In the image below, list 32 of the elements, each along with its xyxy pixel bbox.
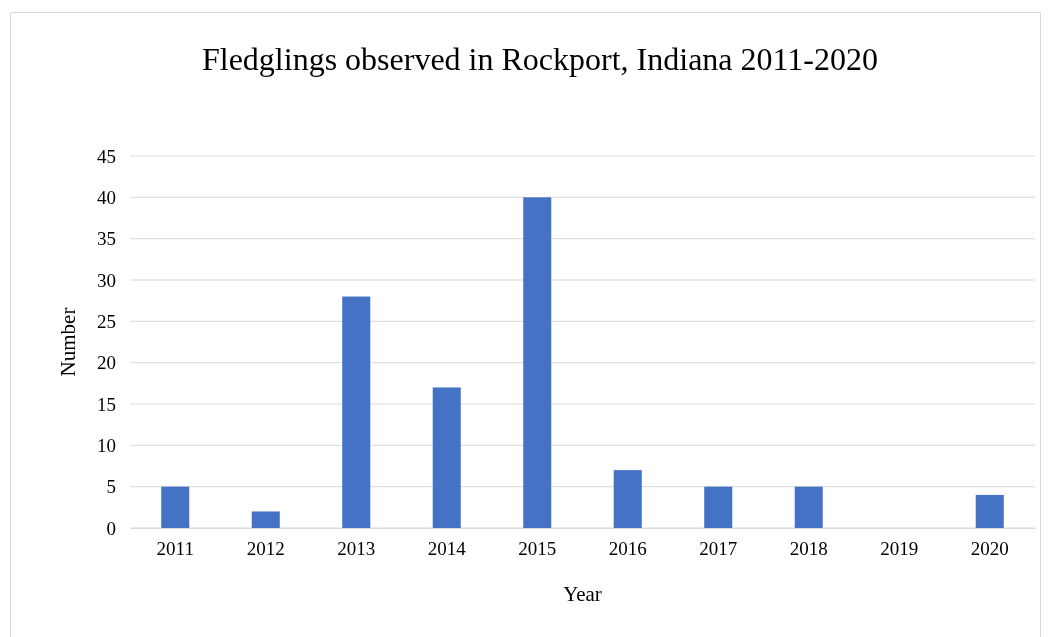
bar xyxy=(704,486,733,528)
bar xyxy=(613,470,642,528)
x-tick-label: 2011 xyxy=(156,538,194,560)
y-tick-label: 45 xyxy=(97,145,116,167)
y-tick-label: 35 xyxy=(97,228,116,250)
x-tick-label: 2017 xyxy=(699,538,738,560)
x-tick-label: 2014 xyxy=(427,538,467,560)
bar xyxy=(161,486,190,528)
y-tick-label: 25 xyxy=(97,310,116,332)
bar xyxy=(342,296,371,528)
bar xyxy=(523,197,552,528)
y-tick-label: 20 xyxy=(97,352,116,374)
bar xyxy=(794,486,823,528)
chart-title: Fledglings observed in Rockport, Indiana 2011-2020 xyxy=(201,41,879,77)
bar xyxy=(432,387,461,528)
bar xyxy=(975,494,1004,528)
y-tick-label: 15 xyxy=(97,393,116,415)
y-tick-label: 40 xyxy=(97,186,116,208)
y-tick-label: 5 xyxy=(106,476,116,498)
x-tick-label: 2012 xyxy=(246,538,285,560)
x-tick-label: 2013 xyxy=(337,538,376,560)
x-tick-label: 2018 xyxy=(789,538,828,560)
y-tick-label: 0 xyxy=(106,517,116,539)
y-tick-label: 10 xyxy=(97,434,116,456)
x-tick-label: 2015 xyxy=(518,538,557,560)
y-tick-label: 30 xyxy=(97,269,116,291)
x-tick-label: 2020 xyxy=(970,538,1009,560)
x-tick-label: 2019 xyxy=(880,538,919,560)
x-tick-label: 2016 xyxy=(608,538,647,560)
y-axis-title: Number xyxy=(56,307,80,377)
bar xyxy=(251,511,280,528)
x-axis-title: Year xyxy=(563,582,602,606)
